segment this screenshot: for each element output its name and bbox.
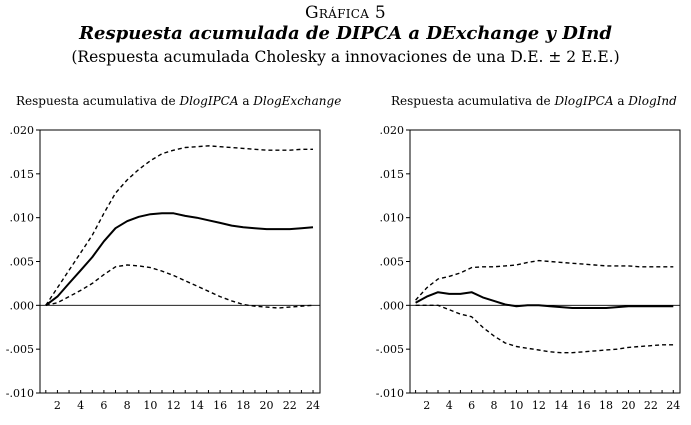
x-tick-label: 4 <box>446 399 453 412</box>
panel-left-title-mid: a <box>238 94 254 108</box>
x-tick-label: 8 <box>491 399 498 412</box>
figure-subtitle: (Respuesta acumulada Cholesky a innovaci… <box>71 48 620 66</box>
panel-right-title-response-var: DlogIPCA <box>554 94 614 108</box>
panel-right-title: Respuesta acumulativa de DlogIPCA a Dlog… <box>391 94 677 108</box>
y-tick-label: .010 <box>380 212 405 225</box>
x-tick-label: 16 <box>577 399 591 412</box>
figure-label: Gráfica 5 <box>304 3 387 23</box>
panel-left-title: Respuesta acumulativa de DlogIPCA a Dlog… <box>16 94 341 108</box>
x-tick-label: 6 <box>100 399 107 412</box>
response-line-left <box>45 212 314 307</box>
x-tick-label: 2 <box>54 399 61 412</box>
x-tick-label: 4 <box>77 399 84 412</box>
panel-left-title-response-var: DlogIPCA <box>179 94 239 108</box>
panel-right-title-prefix: Respuesta acumulativa de <box>391 94 555 108</box>
x-tick-label: 8 <box>124 399 131 412</box>
x-tick-label: 24 <box>306 399 320 412</box>
y-tick-label: .015 <box>10 168 35 181</box>
y-tick-label: .010 <box>10 212 35 225</box>
y-tick-label: -.010 <box>6 387 34 400</box>
x-tick-label: 18 <box>236 399 250 412</box>
x-tick-label: 12 <box>167 399 181 412</box>
upper-line-left <box>45 145 313 306</box>
x-tick-label: 24 <box>666 399 680 412</box>
y-tick-label: .020 <box>380 124 405 137</box>
y-tick-label: .005 <box>10 256 35 269</box>
lower-line-left <box>45 264 314 309</box>
response-line-right <box>415 291 674 309</box>
y-tick-label: .015 <box>380 168 405 181</box>
y-tick-label: -.005 <box>6 343 34 356</box>
upper-line-right <box>415 259 674 301</box>
x-tick-label: 14 <box>190 399 204 412</box>
lower-line-right <box>415 304 674 354</box>
x-tick-label: 22 <box>283 399 297 412</box>
panel-right-title-mid: a <box>613 94 629 108</box>
y-tick-label: .020 <box>10 124 35 137</box>
x-tick-label: 20 <box>621 399 635 412</box>
x-tick-label: 6 <box>468 399 475 412</box>
x-tick-label: 12 <box>532 399 546 412</box>
plot-frame-left <box>39 129 321 394</box>
x-tick-label: 2 <box>423 399 430 412</box>
panel-left-title-prefix: Respuesta acumulativa de <box>16 94 180 108</box>
x-tick-label: 10 <box>509 399 523 412</box>
y-tick-label: .000 <box>10 299 35 312</box>
y-tick-label: -.010 <box>376 387 404 400</box>
y-tick-label: -.005 <box>376 343 404 356</box>
y-tick-label: .005 <box>380 256 405 269</box>
figure-title: Respuesta acumulada de DIPCA a DExchange… <box>79 23 612 44</box>
x-tick-label: 18 <box>599 399 613 412</box>
x-tick-label: 16 <box>213 399 227 412</box>
y-tick-label: .000 <box>380 299 405 312</box>
x-tick-label: 10 <box>143 399 157 412</box>
panel-right-title-impulse-var: DlogInd <box>628 94 677 108</box>
panel-left-title-impulse-var: DlogExchange <box>253 94 342 108</box>
x-tick-label: 14 <box>554 399 568 412</box>
x-tick-label: 22 <box>644 399 658 412</box>
x-tick-label: 20 <box>260 399 274 412</box>
